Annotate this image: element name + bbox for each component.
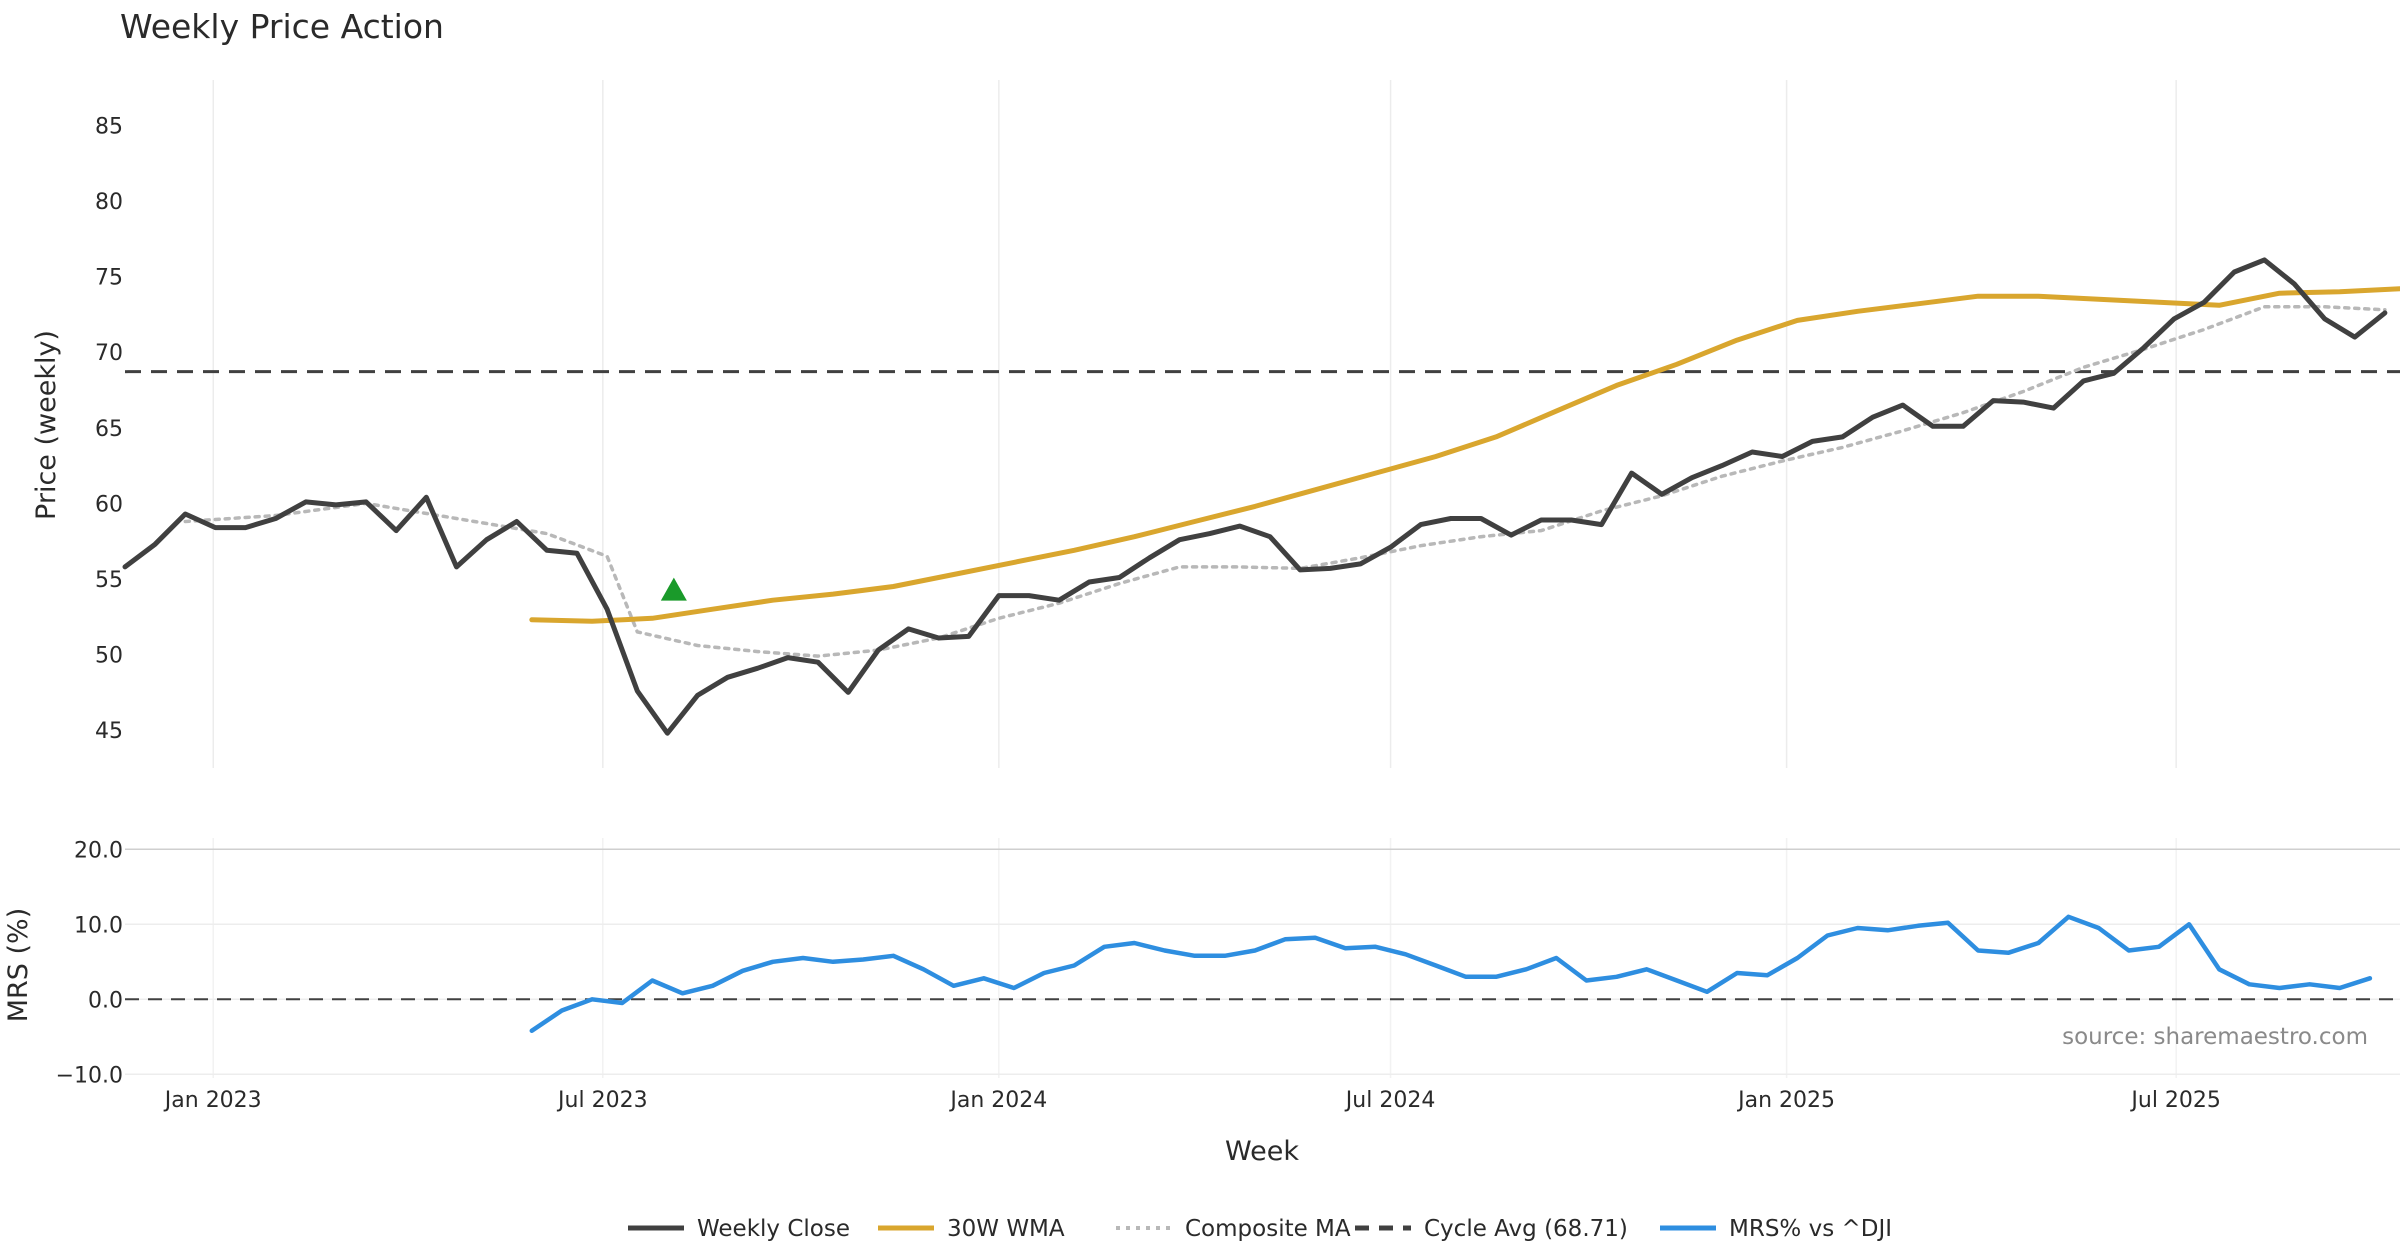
price-y-tick-label: 70 <box>95 341 123 366</box>
mrs-grid <box>125 838 2400 1078</box>
mrs-y-tick-label: 20.0 <box>74 838 123 863</box>
30w-wma-line <box>529 286 2400 624</box>
mrs-axis-title: MRS (%) <box>3 908 34 1023</box>
x-tick-label: Jul 2025 <box>2129 1088 2221 1113</box>
composite-ma-line <box>183 305 2387 658</box>
price-y-ticks: 45 50 55 60 65 70 75 80 85 <box>95 114 123 744</box>
legend-label-30w-wma: 30W WMA <box>947 1216 1065 1242</box>
price-y-tick-label: 75 <box>95 266 123 291</box>
price-plot <box>122 257 2400 736</box>
price-y-tick-label: 65 <box>95 417 123 442</box>
legend-label-weekly-close: Weekly Close <box>697 1216 850 1242</box>
chart-title: Weekly Price Action <box>120 7 444 46</box>
price-axis-title: Price (weekly) <box>31 330 62 520</box>
mrs-y-tick-label: 0.0 <box>88 988 123 1013</box>
mrs-y-ticks: 20.0 10.0 0.0 −10.0 <box>56 838 123 1088</box>
price-y-tick-label: 55 <box>95 568 123 593</box>
price-y-tick-label: 45 <box>95 719 123 744</box>
mrs-y-tick-label: 10.0 <box>74 913 123 938</box>
x-tick-label: Jul 2023 <box>556 1088 648 1113</box>
x-axis-title: Week <box>1225 1136 1299 1167</box>
legend-label-mrs-vs-dji: MRS% vs ^DJI <box>1729 1216 1892 1242</box>
price-grid <box>212 80 2177 768</box>
x-tick-label: Jul 2024 <box>1344 1088 1436 1113</box>
mrs-y-tick-label: −10.0 <box>56 1063 123 1088</box>
legend-label-cycle-avg-68-71: Cycle Avg (68.71) <box>1424 1216 1628 1242</box>
price-y-tick-label: 60 <box>95 492 123 517</box>
mrs-line <box>529 914 2373 1034</box>
watermark: source: sharemaestro.com <box>2062 1024 2368 1050</box>
x-tick-label: Jan 2025 <box>1736 1088 1835 1113</box>
mrs-plot <box>125 914 2400 1034</box>
price-y-tick-label: 50 <box>95 644 123 669</box>
legend-label-composite-ma: Composite MA <box>1185 1216 1351 1242</box>
weekly-close-line <box>122 257 2388 736</box>
legend: Weekly Close 30W WMA Composite MA Cycle Avg… <box>628 1216 1892 1242</box>
x-tick-label: Jan 2023 <box>163 1088 262 1113</box>
buy-signal-marker <box>660 577 687 601</box>
price-y-tick-label: 85 <box>95 114 123 139</box>
x-tick-label: Jan 2024 <box>948 1088 1047 1113</box>
price-y-tick-label: 80 <box>95 190 123 215</box>
x-ticks: Jan 2023 Jul 2023 Jan 2024 Jul 2024 Jan 2025… <box>163 1088 2221 1113</box>
